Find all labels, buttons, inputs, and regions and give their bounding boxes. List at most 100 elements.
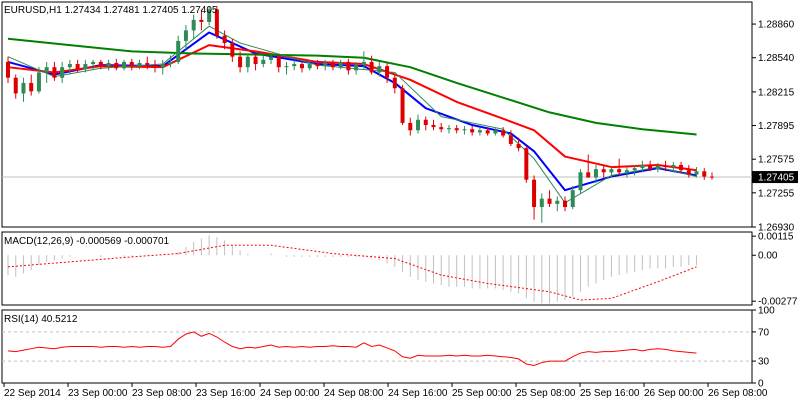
candle-body — [91, 61, 96, 65]
candle-body — [284, 66, 289, 68]
candle-body — [36, 72, 41, 92]
candle-body — [462, 129, 467, 131]
x-tick-label: 22 Sep 2014 — [4, 388, 61, 399]
panel-frames — [1, 1, 753, 384]
candle-body — [485, 130, 490, 134]
candle-body — [470, 129, 475, 133]
current-price-tag: 1.27405 — [752, 171, 798, 184]
candle-body — [586, 172, 591, 178]
candle-body — [44, 67, 49, 73]
candle-body — [315, 64, 320, 67]
candle-body — [416, 119, 421, 131]
candle-body — [516, 143, 521, 149]
candle-body — [191, 19, 196, 31]
candle-body — [29, 82, 34, 92]
candle-body — [145, 62, 150, 66]
candle-body — [601, 169, 606, 173]
candle-body — [60, 67, 65, 78]
candle-body — [385, 66, 390, 78]
x-tick-label: 26 Sep 08:00 — [708, 388, 768, 399]
candle-body — [369, 61, 374, 73]
y-tick-label: -0.00277 — [758, 297, 798, 308]
candle-body — [563, 200, 568, 208]
candle-body — [245, 56, 250, 68]
moving-averages — [7, 25, 697, 204]
candle-body — [702, 171, 707, 177]
candle-body — [83, 64, 88, 70]
candle-body — [663, 166, 668, 168]
x-tick-label: 26 Sep 00:00 — [644, 388, 704, 399]
candle-body — [214, 9, 219, 36]
x-tick-label: 23 Sep 08:00 — [132, 388, 192, 399]
candle-body — [269, 56, 274, 60]
y-tick-label: 0.00115 — [758, 232, 794, 243]
candle-body — [106, 62, 111, 67]
x-tick-label: 23 Sep 16:00 — [196, 388, 256, 399]
candle-body — [439, 127, 444, 130]
candle-body — [346, 61, 351, 71]
x-tick-label: 23 Sep 00:00 — [68, 388, 128, 399]
candle-body — [555, 200, 560, 204]
y-tick-label: 1.28860 — [758, 20, 795, 31]
candle-body — [671, 164, 676, 168]
price-tag-label: 1.27405 — [758, 173, 795, 184]
candle-body — [152, 65, 157, 68]
candle-body — [299, 64, 304, 69]
y-tick-label: 70 — [758, 327, 770, 338]
y-tick-label: 1.26930 — [758, 223, 795, 234]
candle-body — [160, 64, 165, 68]
x-tick-label: 24 Sep 08:00 — [324, 388, 384, 399]
main-panel-frame — [1, 1, 753, 228]
macd-header: MACD(12,26,9) -0.000569 -0.000701 — [4, 236, 170, 247]
candle-body — [493, 130, 498, 134]
candle-body — [617, 169, 622, 173]
y-tick-label: 0 — [758, 379, 764, 390]
candle-body — [6, 61, 10, 78]
candle-body — [570, 190, 575, 208]
candle-body — [593, 169, 598, 178]
macd-panel-frame — [1, 231, 753, 306]
candle-body — [129, 61, 134, 67]
candle-body — [501, 130, 506, 136]
candle-body — [338, 61, 343, 68]
candle-body — [539, 198, 544, 208]
candle-body — [408, 122, 413, 131]
price-tag-box — [752, 171, 798, 184]
candle-body — [477, 130, 482, 133]
candle-body — [330, 62, 335, 68]
candle-body — [98, 61, 103, 67]
candle-body — [238, 56, 243, 68]
candle-body — [354, 65, 359, 71]
candle-body — [446, 128, 451, 130]
macd-signal-line — [7, 244, 697, 301]
candle-body — [21, 82, 26, 94]
candle-body — [679, 164, 684, 171]
time-axis: 22 Sep 2014 23 Sep 00:00 23 Sep 08:00 23 Se… — [3, 383, 768, 399]
candle-body — [222, 35, 227, 44]
rsi-axis: 100 70 30 0 — [752, 306, 775, 390]
y-tick-label: 100 — [758, 306, 775, 317]
price-axis: 1.28860 1.28540 1.28215 1.27895 1.27575 1.272… — [752, 20, 795, 234]
candle-body — [199, 19, 204, 22]
candle-body — [230, 43, 235, 57]
y-tick-label: 1.28215 — [758, 87, 795, 98]
candle-body — [253, 56, 258, 65]
y-tick-label: 1.27575 — [758, 155, 795, 166]
candle-body — [207, 9, 212, 22]
candle-body — [75, 64, 80, 70]
candle-body — [261, 59, 266, 65]
candle-body — [532, 179, 537, 208]
candle-body — [632, 168, 637, 171]
candle-body — [547, 198, 552, 204]
y-tick-label: 0.00 — [758, 251, 778, 262]
candle-body — [694, 171, 699, 175]
candle-body — [609, 169, 614, 173]
x-tick-label: 25 Sep 08:00 — [516, 388, 576, 399]
candle-body — [377, 66, 382, 73]
ma-slow-line — [7, 37, 697, 136]
candle-body — [648, 164, 653, 170]
x-tick-label: 24 Sep 00:00 — [260, 388, 320, 399]
candle-body — [183, 30, 188, 41]
ma-fast-line — [7, 31, 697, 192]
